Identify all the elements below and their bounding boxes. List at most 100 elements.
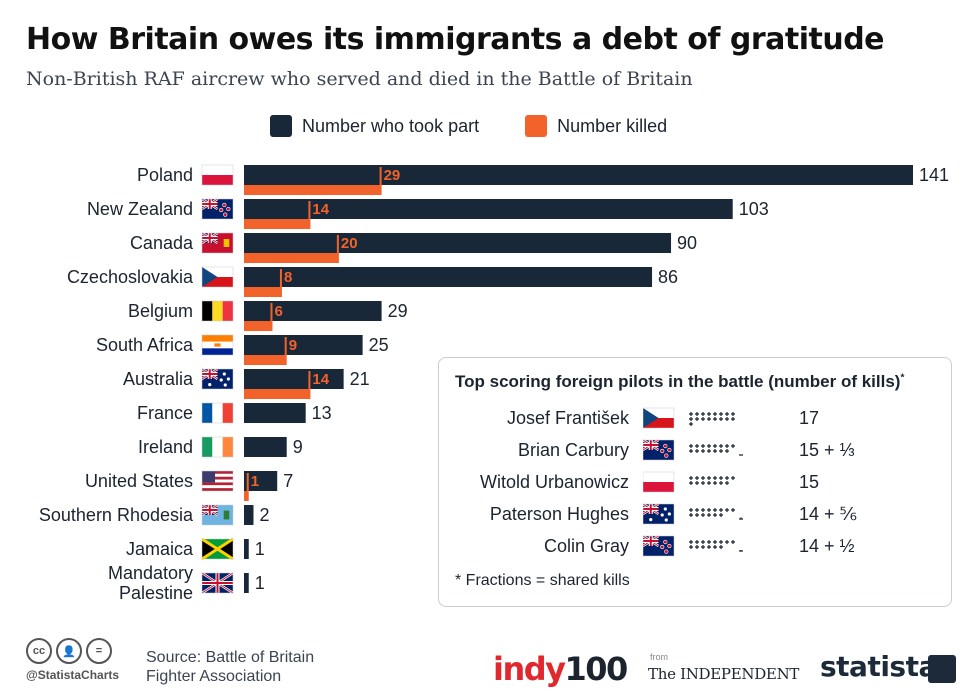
killed-bar xyxy=(244,321,273,331)
killed-value: 14 xyxy=(312,371,329,388)
pilot-kills: 15 xyxy=(799,472,820,492)
killed-bar xyxy=(244,389,311,399)
took-part-value: 25 xyxy=(369,335,389,355)
killed-marker xyxy=(336,235,339,253)
southern-rhodesia-flag-icon xyxy=(201,503,234,526)
killed-value: 6 xyxy=(274,303,282,320)
pilot-name: Brian Carbury xyxy=(517,440,629,460)
kill-crosses-icon xyxy=(689,476,735,485)
legend-item-took-part: Number who took part xyxy=(270,115,479,137)
category-label: Mandatory xyxy=(108,563,193,583)
czechoslovakia-flag-icon xyxy=(201,266,234,288)
took-part-value: 103 xyxy=(739,199,769,219)
jamaica-flag-icon xyxy=(201,537,234,561)
cc-icon: cc xyxy=(26,638,52,664)
category-label: New Zealand xyxy=(87,199,193,219)
took-part-bar xyxy=(244,573,249,593)
statista-logo[interactable]: statista xyxy=(820,650,937,683)
top-pilots-title: Top scoring foreign pilots in the battle… xyxy=(455,372,905,391)
legend: Number who took part Number killed xyxy=(270,115,703,137)
killed-value: 14 xyxy=(312,201,329,218)
indy100-logo[interactable]: indy100 xyxy=(493,650,628,688)
killed-value: 9 xyxy=(289,337,297,354)
category-label: Southern Rhodesia xyxy=(39,505,194,525)
australia-flag-icon xyxy=(643,503,675,525)
pilot-row: Paterson Hughes 14 + ⅚ xyxy=(439,502,951,528)
creative-commons-icons: cc 👤 = xyxy=(26,638,112,664)
statista-handle: @StatistaCharts xyxy=(26,668,120,682)
killed-bar xyxy=(244,253,339,263)
took-part-value: 7 xyxy=(283,471,293,491)
took-part-value: 13 xyxy=(312,403,332,423)
took-part-bar xyxy=(244,199,733,219)
killed-marker xyxy=(279,269,282,287)
killed-marker xyxy=(308,201,311,219)
took-part-bar xyxy=(244,539,249,559)
category-label: France xyxy=(137,403,193,423)
pilot-kills: 14 + ⅚ xyxy=(799,504,857,524)
kill-crosses-icon xyxy=(689,444,743,456)
killed-marker xyxy=(284,337,287,355)
took-part-value: 21 xyxy=(350,369,370,389)
pilot-kills: 15 + ⅓ xyxy=(799,440,855,460)
kill-crosses-icon xyxy=(689,412,735,426)
took-part-value: 90 xyxy=(677,233,697,253)
took-part-bar xyxy=(244,437,287,457)
belgium-flag-icon xyxy=(201,300,234,322)
category-label: Jamaica xyxy=(126,539,194,559)
took-part-value: 2 xyxy=(259,505,269,525)
chart-subtitle: Non-British RAF aircrew who served and d… xyxy=(26,68,693,90)
took-part-value: 86 xyxy=(658,267,678,287)
legend-swatch-killed xyxy=(525,115,548,137)
took-part-bar xyxy=(244,403,306,423)
poland-flag-icon xyxy=(643,471,675,493)
took-part-bar xyxy=(244,233,672,253)
pilot-name: Paterson Hughes xyxy=(489,504,629,524)
killed-bar xyxy=(244,491,249,501)
took-part-bar xyxy=(244,165,913,185)
category-label: South Africa xyxy=(96,335,194,355)
killed-bar xyxy=(244,185,382,195)
poland-flag-icon xyxy=(201,164,234,186)
pilot-name: Colin Gray xyxy=(543,536,629,556)
category-label: United States xyxy=(85,471,193,491)
category-label: Palestine xyxy=(119,583,193,603)
category-label: Ireland xyxy=(138,437,193,457)
killed-bar xyxy=(244,219,311,229)
legend-label-took-part: Number who took part xyxy=(302,115,480,136)
fractions-note: * Fractions = shared kills xyxy=(455,572,630,589)
legend-item-killed: Number killed xyxy=(525,115,667,137)
new-zealand-flag-icon xyxy=(643,439,675,461)
statista-mark-icon xyxy=(928,655,956,683)
czechoslovakia-flag-icon xyxy=(643,407,675,429)
killed-value: 20 xyxy=(341,235,358,252)
australia-flag-icon xyxy=(201,367,234,390)
pilot-row: Josef František 17 xyxy=(439,406,951,432)
took-part-bar xyxy=(244,471,278,491)
killed-value: 1 xyxy=(251,473,259,490)
killed-bar xyxy=(244,355,287,365)
took-part-value: 1 xyxy=(255,539,265,559)
new-zealand-flag-icon xyxy=(643,535,675,557)
took-part-value: 29 xyxy=(388,301,408,321)
killed-value: 8 xyxy=(284,269,292,286)
killed-value: 29 xyxy=(384,167,401,184)
took-part-bar xyxy=(244,369,344,389)
south-africa-flag-icon xyxy=(201,334,234,356)
category-label: Belgium xyxy=(128,301,193,321)
took-part-bar xyxy=(244,301,382,321)
united-states-flag-icon xyxy=(201,470,234,492)
took-part-bar xyxy=(244,267,653,287)
pilot-row: Witold Urbanowicz 15 xyxy=(439,470,951,496)
pilot-row: Colin Gray 14 + ½ xyxy=(439,534,951,560)
category-label: Australia xyxy=(123,369,194,389)
killed-marker xyxy=(246,473,249,491)
category-label: Canada xyxy=(130,233,194,253)
pilot-kills: 17 xyxy=(799,408,820,428)
canada-red-ensign-flag-icon xyxy=(201,231,234,254)
killed-marker xyxy=(308,371,311,389)
independent-logo[interactable]: The INDEPENDENT xyxy=(648,665,800,683)
pilot-row: Brian Carbury 15 + ⅓ xyxy=(439,438,951,464)
took-part-value: 9 xyxy=(293,437,303,457)
pilot-name: Witold Urbanowicz xyxy=(479,472,629,492)
